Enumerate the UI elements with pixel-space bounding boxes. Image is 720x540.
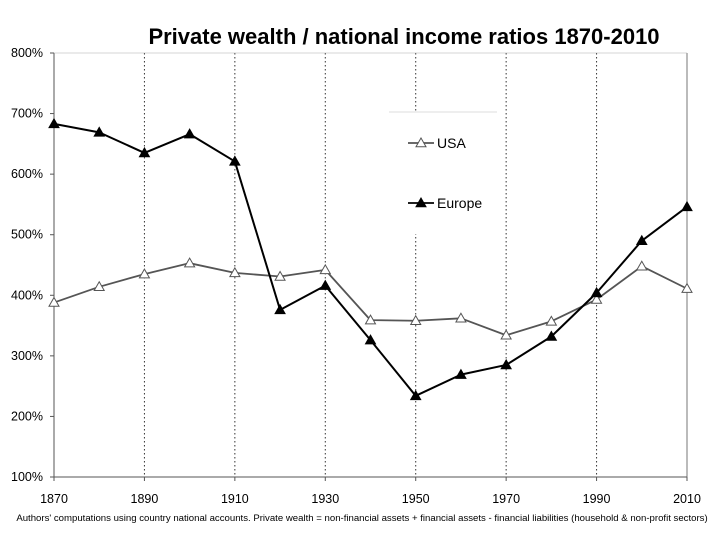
point-europe-1890 xyxy=(138,146,151,158)
y-tick-label-200: 200% xyxy=(11,409,43,423)
point-europe-1920 xyxy=(274,303,286,315)
legend-marker-usa xyxy=(415,136,427,148)
y-tick-label-600: 600% xyxy=(11,167,43,181)
series-europe xyxy=(48,117,693,401)
series-group xyxy=(48,117,693,401)
point-usa-1980 xyxy=(545,315,558,326)
point-europe-1990 xyxy=(590,286,603,298)
legend-label-usa: USA xyxy=(437,135,466,151)
x-tick-label-1930: 1930 xyxy=(311,492,339,506)
legend: USA Europe xyxy=(389,111,497,234)
point-europe-1950 xyxy=(409,389,422,401)
point-usa-1920 xyxy=(274,270,286,281)
x-tick-label-1950: 1950 xyxy=(402,492,430,506)
x-tick-label-1870: 1870 xyxy=(40,492,68,506)
point-europe-1940 xyxy=(364,334,377,345)
plot-axes xyxy=(50,52,688,481)
point-europe-1960 xyxy=(455,368,467,379)
point-usa-1960 xyxy=(455,312,467,323)
chart-title: Private wealth / national income ratios … xyxy=(148,24,659,49)
x-tick-labels: 1870 1890 1910 1930 1950 1970 1990 2010 xyxy=(40,492,701,506)
y-tick-label-800: 800% xyxy=(11,46,43,60)
x-tick-label-2010: 2010 xyxy=(673,492,701,506)
point-usa-1970 xyxy=(500,329,513,340)
line-usa xyxy=(53,262,688,337)
y-tick-label-100: 100% xyxy=(11,470,43,484)
point-usa-1950 xyxy=(409,314,422,325)
point-usa-1870 xyxy=(48,296,60,307)
point-europe-1980 xyxy=(545,330,558,341)
point-usa-2000 xyxy=(635,260,648,271)
y-tick-label-500: 500% xyxy=(11,228,43,242)
y-tick-label-400: 400% xyxy=(11,288,43,302)
point-usa-1990 xyxy=(590,293,603,304)
y-tick-labels: 100% 200% 300% 400% 500% 600% 700% 800% xyxy=(11,46,43,484)
point-usa-1890 xyxy=(138,268,151,279)
point-europe-1870 xyxy=(48,117,60,129)
point-usa-1910 xyxy=(228,266,241,278)
point-usa-1940 xyxy=(364,314,377,325)
point-usa-1880 xyxy=(93,280,106,292)
line-europe xyxy=(53,122,688,397)
x-tick-label-1970: 1970 xyxy=(492,492,520,506)
series-usa xyxy=(48,257,693,340)
point-europe-1900 xyxy=(183,128,196,139)
point-europe-1970 xyxy=(500,358,513,370)
y-tick-label-300: 300% xyxy=(11,349,43,363)
point-europe-2000 xyxy=(635,234,648,246)
grid-lines xyxy=(143,53,598,477)
point-europe-1910 xyxy=(228,155,241,166)
point-usa-2010 xyxy=(681,282,693,293)
point-europe-1880 xyxy=(93,126,106,137)
x-tick-label-1890: 1890 xyxy=(131,492,159,506)
point-usa-1900 xyxy=(183,257,196,268)
y-tick-label-700: 700% xyxy=(11,107,43,121)
point-europe-2010 xyxy=(681,200,693,212)
legend-label-europe: Europe xyxy=(437,195,482,211)
point-europe-1930 xyxy=(319,279,332,290)
point-usa-1930 xyxy=(319,263,332,275)
legend-box xyxy=(389,112,497,234)
source-note: Authors' computations using country nati… xyxy=(16,513,707,524)
x-tick-label-1910: 1910 xyxy=(221,492,249,506)
x-tick-label-1990: 1990 xyxy=(583,492,611,506)
legend-marker-europe xyxy=(415,196,427,208)
